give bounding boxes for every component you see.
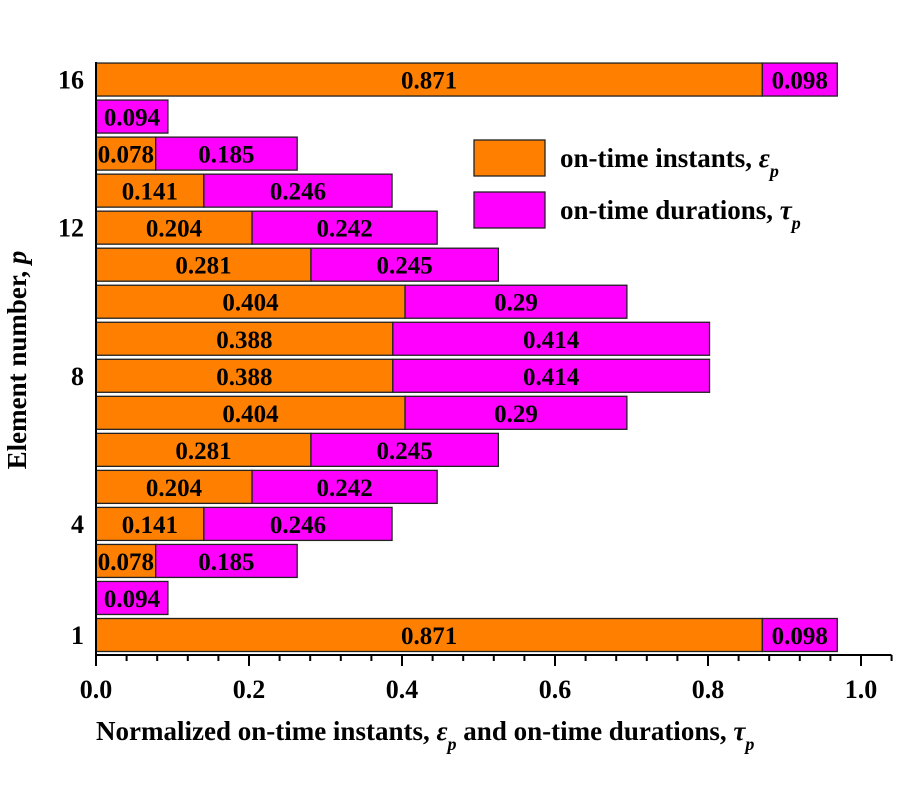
bar-value-label: 0.141 (122, 512, 178, 539)
bar-value-label: 0.245 (377, 438, 433, 465)
legend-swatch (473, 191, 546, 229)
bar-value-label: 0.078 (98, 142, 154, 169)
bar-segment-duration (392, 358, 711, 393)
x-tick-label: 0.4 (386, 675, 419, 704)
y-axis-label: Element number, p (2, 251, 32, 470)
bar-value-label: 0.185 (198, 142, 254, 169)
y-tick-label: 1 (71, 621, 84, 650)
bar-segment-instant (95, 358, 394, 393)
bar-value-label: 0.094 (104, 586, 161, 613)
bar-value-label: 0.29 (494, 290, 538, 317)
bar-value-label: 0.404 (222, 401, 279, 428)
y-tick-label: 4 (71, 510, 84, 539)
bar-segment-duration (251, 469, 438, 505)
bar-value-label: 0.078 (98, 549, 154, 576)
y-tick-label: 16 (58, 66, 84, 95)
x-axis-label: Normalized on-time instants, εp and on-t… (96, 716, 754, 754)
bar-segment-duration (95, 580, 169, 616)
legend-swatch (473, 139, 546, 177)
bar-value-label: 0.388 (216, 364, 272, 391)
legend: on-time instants, εp on-time durations, τ… (473, 139, 801, 233)
bars-layer: 0.871 0.098 0.094 0.078 0.185 0.141 0.246 0.204… (95, 62, 838, 653)
bar-value-label: 0.094 (104, 105, 161, 132)
bar-segment-duration (392, 321, 711, 356)
bar-value-label: 0.204 (146, 475, 203, 502)
y-tick-label: 12 (58, 214, 84, 243)
x-tick-label: 1.0 (845, 675, 878, 704)
bar-value-label: 0.871 (401, 623, 457, 650)
bar-segment-duration (310, 247, 500, 282)
bar-segment-instant (95, 173, 205, 208)
bar-segment-duration (251, 210, 438, 245)
axes-layer: 0.0 0.2 0.4 0.6 0.8 1.0 1 4 8 12 16 (58, 62, 893, 704)
bar-segment-duration (761, 617, 838, 653)
x-tick-label: 0.0 (80, 675, 113, 704)
bar-value-label: 0.281 (175, 253, 231, 280)
bar-segment-instant (95, 543, 157, 579)
bar-value-label: 0.246 (270, 512, 326, 539)
bar-segment-instant (95, 210, 253, 245)
legend-label: on-time durations, τp (560, 195, 801, 233)
bar-segment-duration (310, 432, 500, 468)
bar-value-label: 0.246 (270, 179, 326, 206)
bar-value-label: 0.242 (317, 475, 373, 502)
bar-segment-instant (95, 506, 205, 542)
bar-segment-instant (95, 469, 253, 505)
bar-segment-duration (203, 506, 393, 542)
bar-value-label: 0.404 (222, 290, 279, 317)
bar-segment-instant (95, 62, 763, 97)
bar-segment-duration (155, 136, 298, 171)
legend-label: on-time instants, εp (560, 143, 779, 181)
bar-value-label: 0.871 (401, 68, 457, 95)
bar-segment-instant (95, 284, 406, 319)
bar-value-label: 0.414 (523, 364, 580, 391)
bar-segment-instant (95, 617, 763, 653)
bar-segment-duration (404, 395, 628, 430)
x-tick-label: 0.6 (539, 675, 572, 704)
bar-segment-duration (203, 173, 393, 208)
bar-value-label: 0.242 (317, 216, 373, 243)
bar-value-label: 0.245 (377, 253, 433, 280)
x-tick-label: 0.2 (233, 675, 266, 704)
bar-value-label: 0.204 (146, 216, 203, 243)
bar-value-label: 0.281 (175, 438, 231, 465)
y-tick-label: 8 (71, 362, 84, 391)
x-tick-label: 0.8 (692, 675, 725, 704)
bar-segment-instant (95, 432, 312, 468)
bar-segment-duration (95, 99, 169, 134)
bar-value-label: 0.185 (198, 549, 254, 576)
bar-value-label: 0.388 (216, 327, 272, 354)
bar-value-label: 0.098 (772, 68, 828, 95)
bar-value-label: 0.414 (523, 327, 580, 354)
bar-value-label: 0.29 (494, 401, 538, 428)
bar-value-label: 0.098 (772, 623, 828, 650)
bar-segment-duration (404, 284, 628, 319)
bar-value-label: 0.141 (122, 179, 178, 206)
bar-segment-duration (155, 543, 298, 579)
bar-segment-duration (761, 62, 838, 97)
